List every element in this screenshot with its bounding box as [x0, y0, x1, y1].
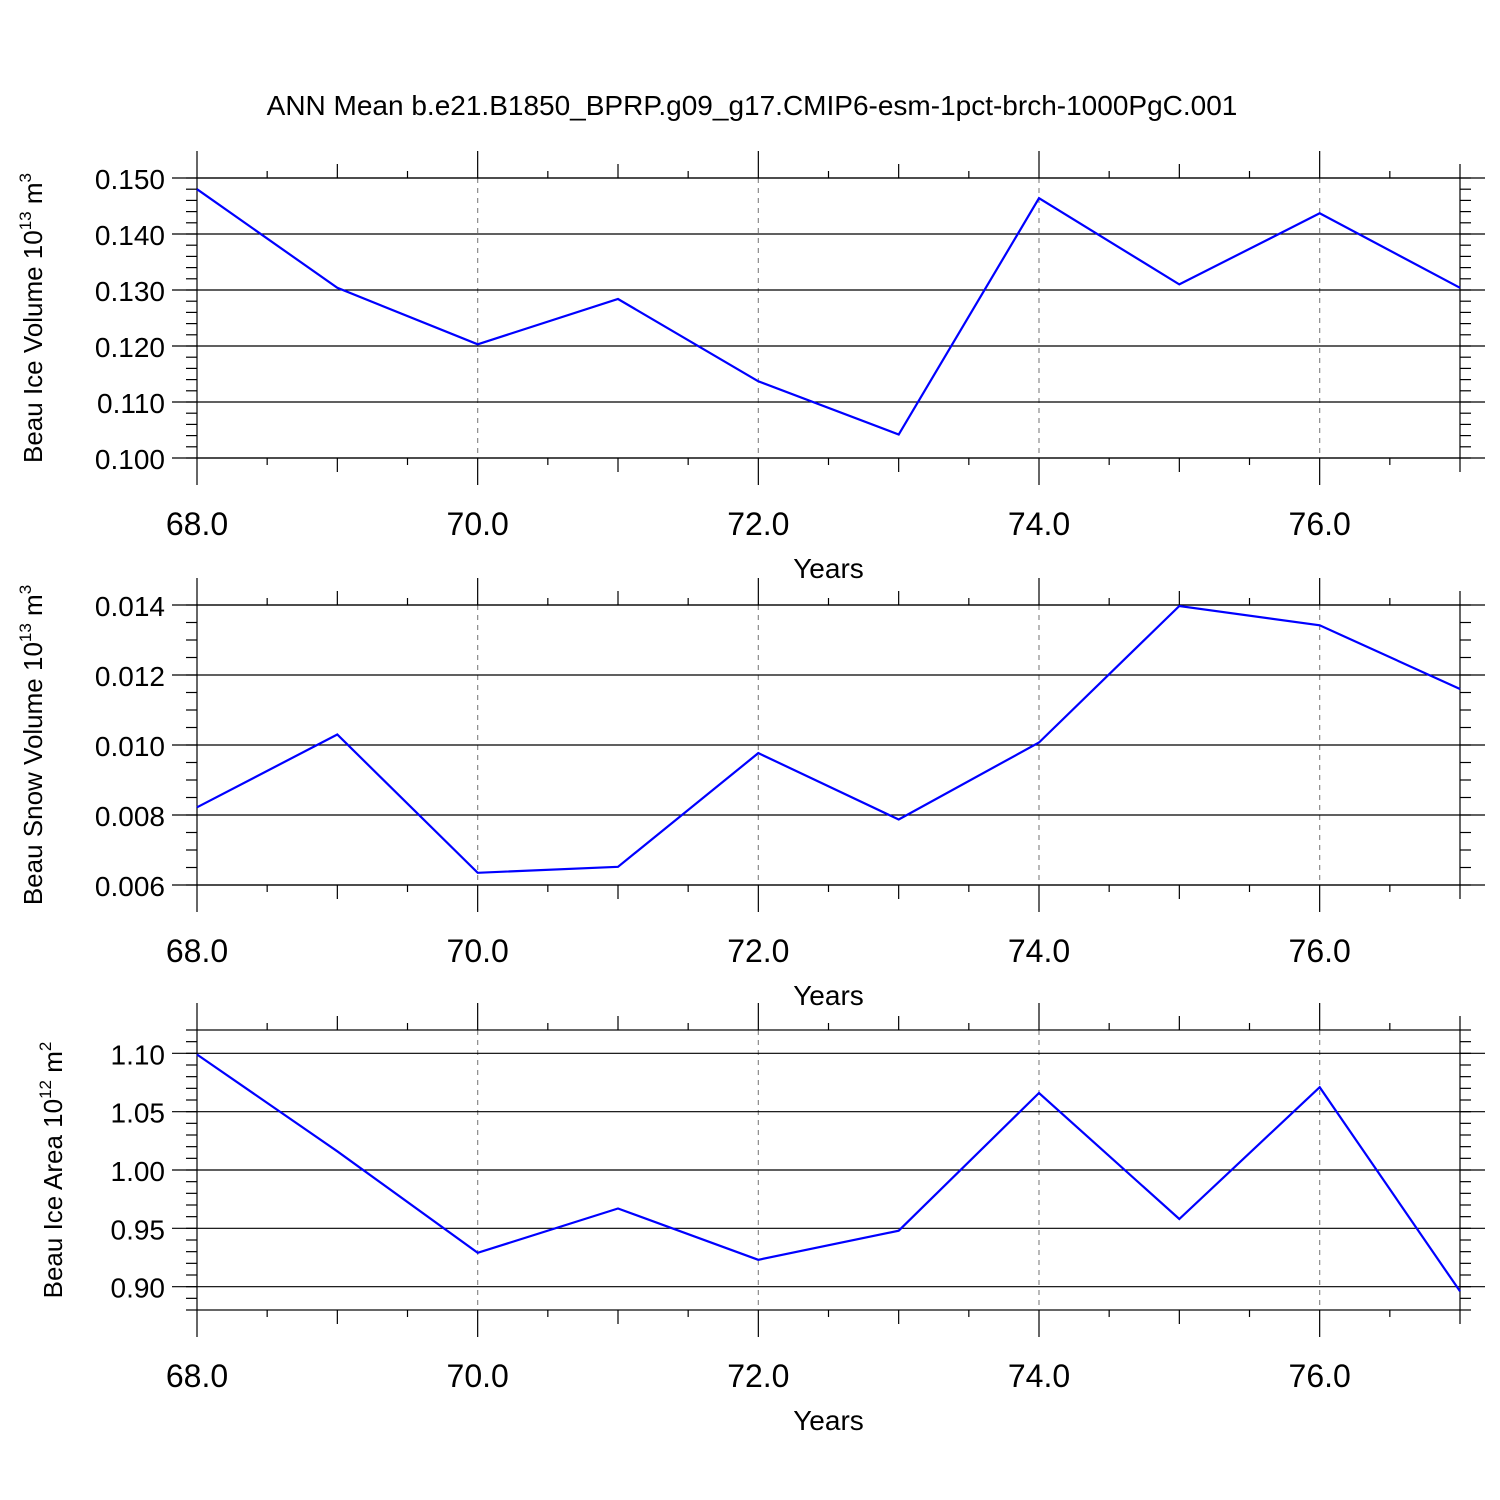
- y-axis-label: Beau Ice Volume 1013 m3: [16, 173, 48, 463]
- y-axis-label: Beau Snow Volume 1013 m3: [16, 585, 48, 905]
- y-axis-label: Beau Ice Area 1012 m2: [36, 1042, 68, 1299]
- y-tick-label: 0.90: [111, 1273, 166, 1304]
- x-tick-label: 74.0: [1008, 1358, 1070, 1394]
- y-tick-label: 0.130: [95, 276, 165, 307]
- y-tick-label: 0.010: [95, 731, 165, 762]
- y-tick-label: 0.120: [95, 332, 165, 363]
- y-tick-label: 1.00: [111, 1156, 166, 1187]
- y-tick-label: 0.008: [95, 801, 165, 832]
- x-tick-label: 76.0: [1289, 1358, 1351, 1394]
- x-tick-label: 72.0: [727, 933, 789, 969]
- x-tick-label: 72.0: [727, 506, 789, 542]
- y-tick-label: 0.014: [95, 591, 165, 622]
- x-tick-label: 76.0: [1289, 506, 1351, 542]
- y-tick-label: 0.110: [97, 388, 165, 419]
- x-tick-label: 68.0: [166, 1358, 228, 1394]
- y-tick-label: 0.140: [95, 220, 165, 251]
- y-tick-label: 0.150: [95, 164, 165, 195]
- y-tick-label: 0.95: [111, 1214, 166, 1245]
- chart-panel-1: 68.0 70.0 72.0 74.0 76.0 Years 0.100 0.110 0.120…: [16, 151, 1485, 584]
- x-tick-label: 70.0: [447, 506, 509, 542]
- x-tick-label: 70.0: [447, 1358, 509, 1394]
- x-tick-label: 70.0: [447, 933, 509, 969]
- panels: 68.0 70.0 72.0 74.0 76.0 Years 0.100 0.110 0.120…: [16, 151, 1485, 1436]
- x-axis-label: Years: [793, 1405, 864, 1436]
- x-tick-label: 68.0: [166, 506, 228, 542]
- y-tick-label: 0.006: [95, 871, 165, 902]
- data-series-line: [196, 1053, 1461, 1292]
- y-tick-label: 1.10: [111, 1039, 166, 1070]
- y-tick-label: 0.100: [95, 444, 165, 475]
- x-tick-label: 74.0: [1008, 933, 1070, 969]
- y-tick-label: 1.05: [111, 1098, 166, 1129]
- data-series-line: [196, 604, 1461, 874]
- x-tick-label: 74.0: [1008, 506, 1070, 542]
- chart-panel-3: 68.0 70.0 72.0 74.0 76.0 Years 0.90 0.95 1.00 1.0…: [36, 1003, 1485, 1436]
- chart-panel-2: 68.0 70.0 72.0 74.0 76.0 Years 0.006 0.008 0.010…: [16, 578, 1485, 1011]
- chart-title: ANN Mean b.e21.B1850_BPRP.g09_g17.CMIP6-…: [267, 90, 1238, 121]
- y-tick-label: 0.012: [95, 661, 165, 692]
- x-axis-label: Years: [793, 553, 864, 584]
- x-axis-label: Years: [793, 980, 864, 1011]
- x-tick-label: 68.0: [166, 933, 228, 969]
- x-tick-label: 76.0: [1289, 933, 1351, 969]
- data-series-line: [196, 188, 1461, 436]
- x-tick-label: 72.0: [727, 1358, 789, 1394]
- plot-frame: [196, 177, 1461, 459]
